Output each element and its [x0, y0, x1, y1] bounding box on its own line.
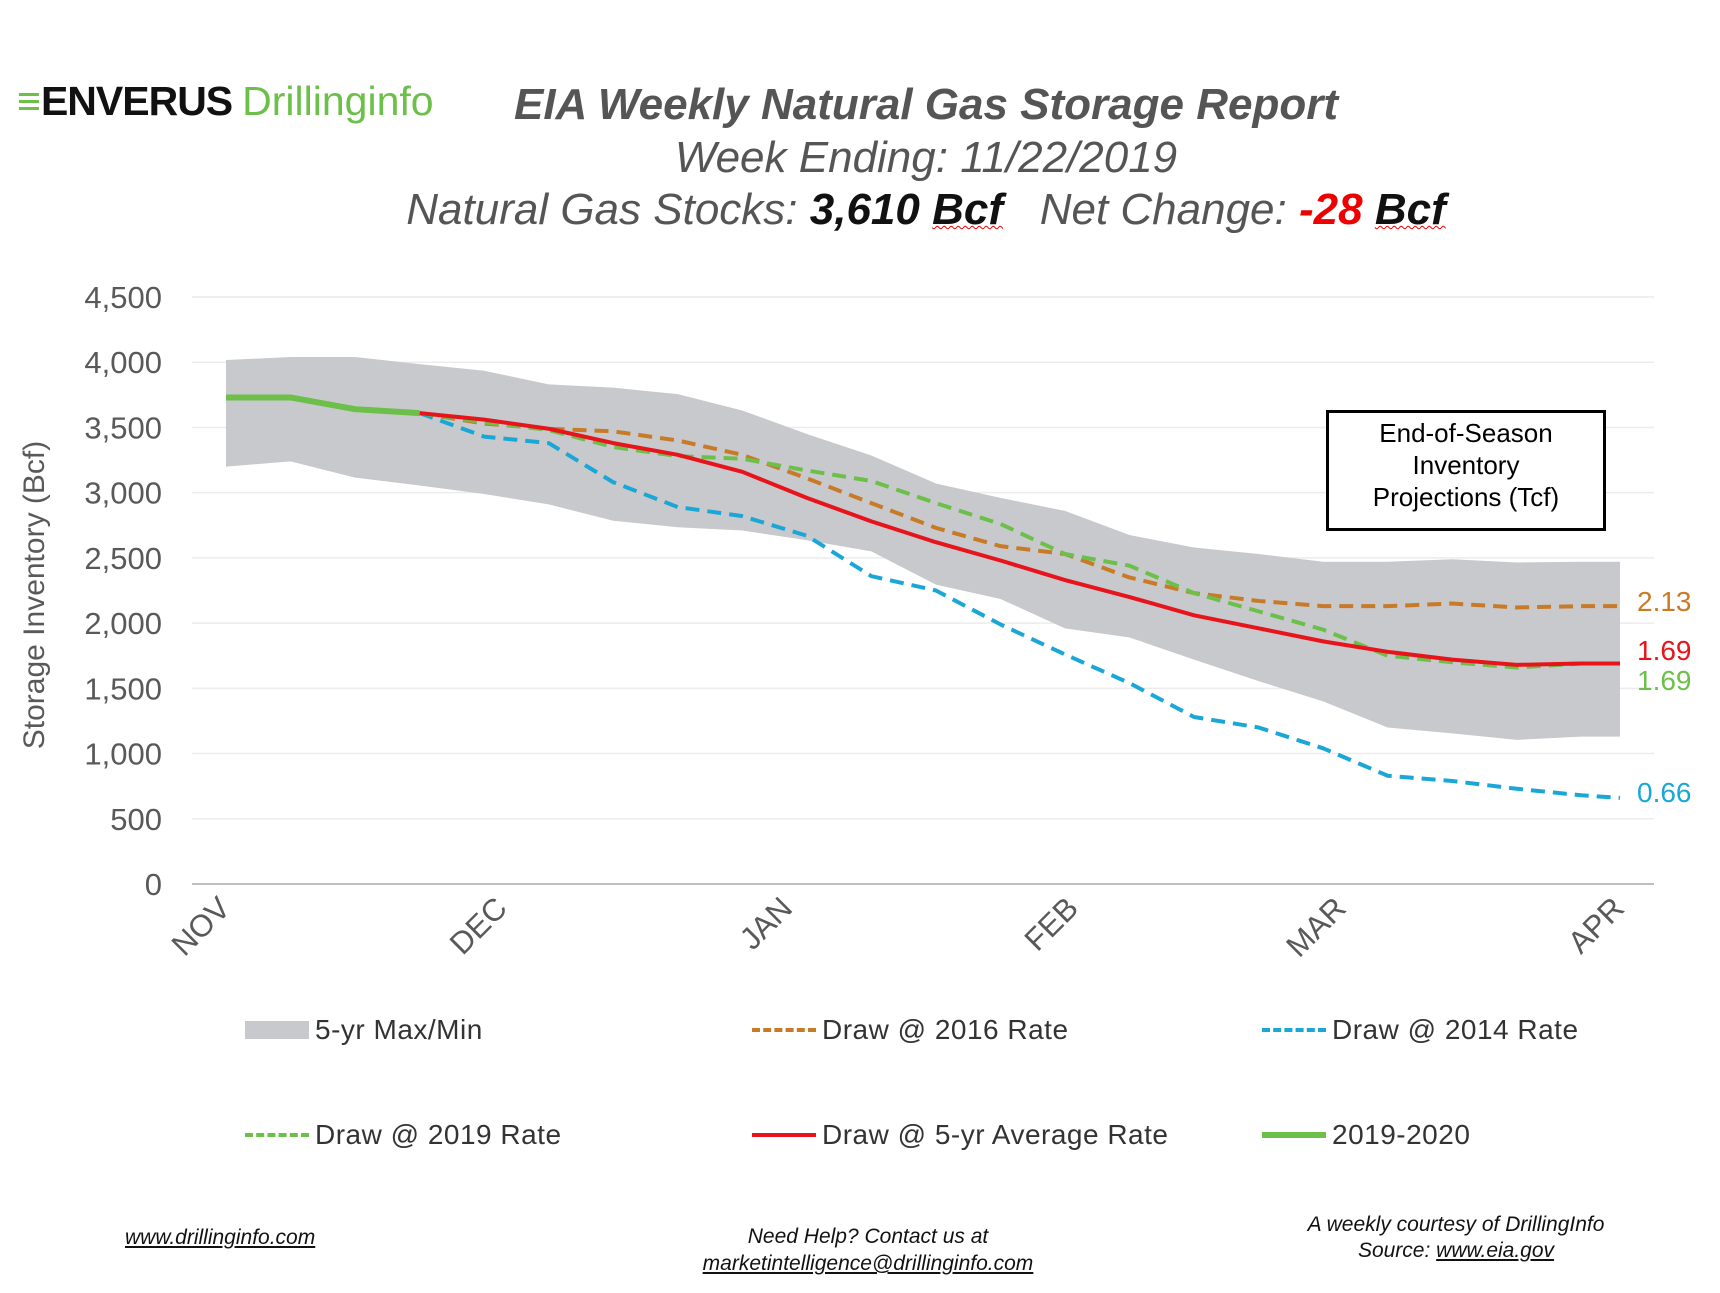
legend-swatch-2016 — [752, 1028, 816, 1032]
legend-label: Draw @ 2014 Rate — [1332, 1014, 1579, 1045]
end-label: 1.69 — [1637, 665, 1692, 696]
y-tick-label: 3,500 — [84, 410, 162, 445]
x-tick-label: FEB — [1018, 890, 1085, 957]
end-label: 1.69 — [1637, 635, 1692, 666]
email-link[interactable]: marketintelligence@drillinginfo.com — [702, 1252, 1034, 1275]
logo-mark-icon: ≡ — [17, 78, 41, 124]
week-ending: Week Ending: 11/22/2019 — [674, 133, 1178, 182]
logo: ≡ENVERUS Drillinginfo — [17, 78, 434, 125]
band-5yr-max-min — [226, 357, 1620, 740]
y-tick-label: 500 — [110, 802, 162, 837]
change-label: Net Change: — [1039, 185, 1287, 234]
x-tick-label: MAR — [1279, 890, 1352, 963]
y-tick-label: 0 — [145, 867, 162, 902]
legend-item-2019-2020: 2019-2020 — [1262, 1119, 1470, 1151]
y-axis-title: Storage Inventory (Bcf) — [18, 441, 51, 749]
legend-swatch-2019-2020 — [1262, 1132, 1326, 1138]
legend-item-2014: Draw @ 2014 Rate — [1262, 1014, 1579, 1046]
logo-sub: Drillinginfo — [242, 78, 434, 124]
legend-swatch-2014 — [1262, 1028, 1326, 1032]
y-tick-label: 2,500 — [84, 541, 162, 576]
help-text: Need Help? Contact us at — [747, 1225, 989, 1248]
projection-line2: Inventory — [1412, 450, 1520, 480]
end-label: 2.13 — [1637, 586, 1692, 617]
stocks-unit: Bcf — [932, 185, 1004, 234]
x-tick-label: DEC — [443, 890, 514, 961]
stocks-value: 3,610 — [809, 185, 920, 234]
y-tick-label: 3,000 — [84, 476, 162, 511]
x-tick-label: JAN — [733, 890, 799, 956]
legend-label: Draw @ 2019 Rate — [315, 1119, 562, 1150]
x-tick-label: APR — [1561, 890, 1631, 960]
legend-label: 5-yr Max/Min — [315, 1014, 483, 1045]
y-tick-label: 2,000 — [84, 606, 162, 641]
y-tick-label: 1,500 — [84, 671, 162, 706]
legend-label: Draw @ 5-yr Average Rate — [822, 1119, 1169, 1150]
projection-line1: End-of-Season — [1379, 418, 1553, 448]
legend-label: 2019-2020 — [1332, 1119, 1471, 1150]
courtesy-text: A weekly courtesy of DrillingInfo — [1307, 1213, 1605, 1236]
series-line-draw-2019-rate — [419, 411, 1620, 670]
source-line: Source: www.eia.gov — [1256, 1239, 1656, 1263]
series-line-draw-2016-rate — [419, 411, 1620, 610]
legend-swatch-2019 — [245, 1133, 309, 1137]
end-label: 0.66 — [1637, 777, 1692, 808]
y-tick-label: 1,000 — [84, 737, 162, 772]
site-link[interactable]: www.drillinginfo.com — [125, 1226, 316, 1249]
legend-swatch-band — [245, 1021, 309, 1039]
stocks-label: Natural Gas Stocks: — [406, 185, 798, 234]
series-line-2019-2020 — [226, 394, 420, 417]
change-value: -28 — [1299, 185, 1363, 234]
legend-label: Draw @ 2016 Rate — [822, 1014, 1069, 1045]
source-link[interactable]: www.eia.gov — [1436, 1239, 1555, 1262]
y-tick-label: 4,000 — [84, 345, 162, 380]
logo-brand: ENVERUS — [40, 78, 233, 124]
change-unit: Bcf — [1374, 185, 1446, 234]
legend-item-5yr: Draw @ 5-yr Average Rate — [752, 1119, 1168, 1151]
series-line-draw-5-yr-average-rate — [419, 411, 1620, 667]
legend-item-2019: Draw @ 2019 Rate — [245, 1119, 562, 1151]
x-tick-label: NOV — [165, 890, 237, 962]
report-title: EIA Weekly Natural Gas Storage Report — [513, 80, 1339, 129]
series-line-draw-2014-rate — [418, 411, 1621, 800]
projection-box: End-of-Season Inventory Projections (Tcf… — [1326, 410, 1606, 531]
legend-item-band: 5-yr Max/Min — [245, 1014, 483, 1046]
y-tick-label: 4,500 — [84, 280, 162, 315]
projection-line3: Projections (Tcf) — [1372, 482, 1560, 512]
legend-swatch-5yr — [752, 1133, 816, 1137]
legend-item-2016: Draw @ 2016 Rate — [752, 1014, 1069, 1046]
stocks-line: Natural Gas Stocks: 3,610 Bcf Net Change… — [360, 185, 1492, 235]
source-label: Source: — [1357, 1239, 1431, 1262]
